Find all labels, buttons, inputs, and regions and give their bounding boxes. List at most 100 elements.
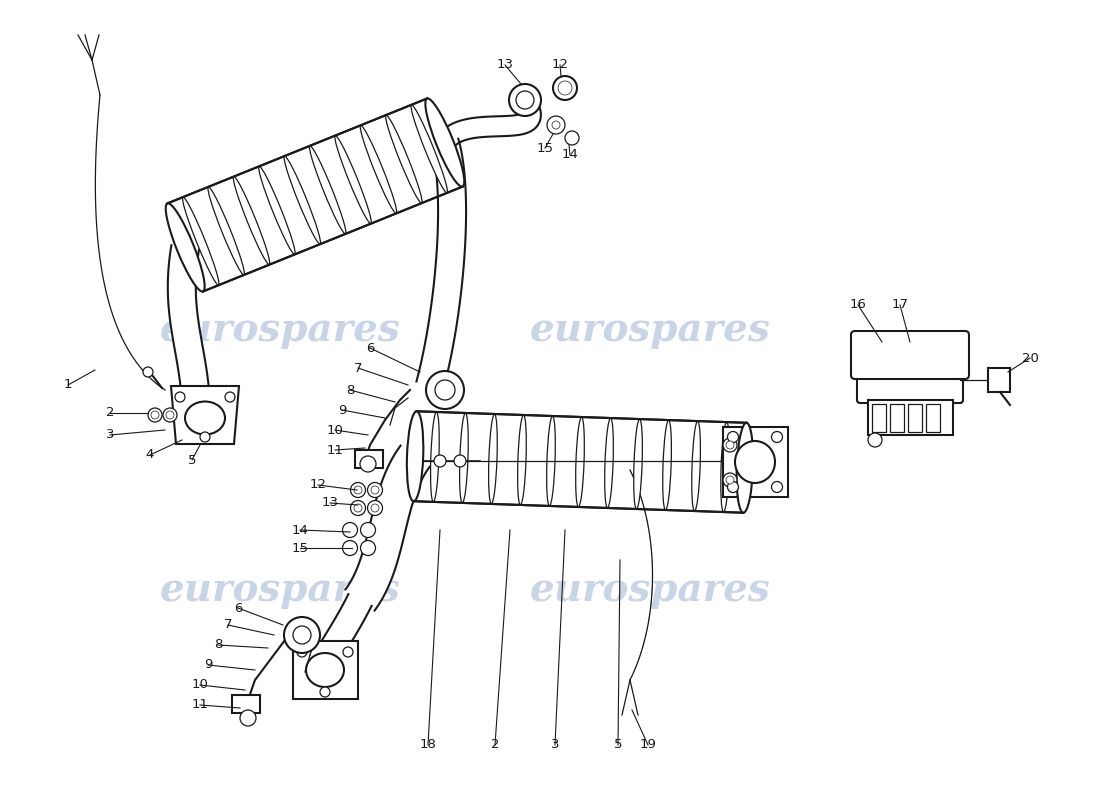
Text: 2: 2 xyxy=(106,406,114,419)
Text: eurospares: eurospares xyxy=(160,571,400,609)
Text: 2: 2 xyxy=(491,738,499,751)
Circle shape xyxy=(558,81,572,95)
Polygon shape xyxy=(414,411,747,513)
Text: 13: 13 xyxy=(496,58,514,71)
Ellipse shape xyxy=(434,380,455,400)
Text: 14: 14 xyxy=(292,523,308,537)
Circle shape xyxy=(351,482,365,498)
Ellipse shape xyxy=(407,411,424,502)
Text: 10: 10 xyxy=(327,423,343,437)
Text: 12: 12 xyxy=(309,478,327,491)
Polygon shape xyxy=(167,98,463,291)
Circle shape xyxy=(509,84,541,116)
Ellipse shape xyxy=(634,419,642,509)
Ellipse shape xyxy=(426,371,464,409)
Polygon shape xyxy=(417,138,466,389)
Text: 9: 9 xyxy=(204,658,212,671)
Circle shape xyxy=(367,501,383,515)
Circle shape xyxy=(371,504,380,512)
FancyBboxPatch shape xyxy=(857,342,962,403)
Ellipse shape xyxy=(518,415,526,505)
Circle shape xyxy=(297,647,307,657)
Bar xyxy=(926,404,940,432)
Ellipse shape xyxy=(575,417,584,507)
Text: 16: 16 xyxy=(849,298,867,311)
Circle shape xyxy=(143,367,153,377)
Circle shape xyxy=(771,482,782,493)
Bar xyxy=(890,404,904,432)
Polygon shape xyxy=(308,594,372,676)
Circle shape xyxy=(148,408,162,422)
Text: 8: 8 xyxy=(213,638,222,651)
Polygon shape xyxy=(437,107,541,149)
Ellipse shape xyxy=(309,146,345,234)
Text: 1: 1 xyxy=(64,378,73,391)
Text: 11: 11 xyxy=(191,698,209,711)
Polygon shape xyxy=(168,246,209,391)
Bar xyxy=(988,368,1010,392)
Ellipse shape xyxy=(293,626,311,644)
Text: 7: 7 xyxy=(354,362,362,374)
Text: 3: 3 xyxy=(106,429,114,442)
Text: eurospares: eurospares xyxy=(529,571,770,609)
Text: 11: 11 xyxy=(327,443,343,457)
Circle shape xyxy=(351,501,365,515)
Circle shape xyxy=(320,687,330,697)
Circle shape xyxy=(727,482,738,493)
Circle shape xyxy=(166,411,174,419)
Text: 14: 14 xyxy=(562,149,579,162)
Text: 20: 20 xyxy=(1022,351,1038,365)
Circle shape xyxy=(240,710,256,726)
Text: 3: 3 xyxy=(551,738,559,751)
Ellipse shape xyxy=(735,441,776,483)
Text: 5: 5 xyxy=(188,454,196,466)
Bar xyxy=(872,404,886,432)
Text: 4: 4 xyxy=(146,449,154,462)
Circle shape xyxy=(361,522,375,538)
Text: 6: 6 xyxy=(366,342,374,354)
Circle shape xyxy=(371,486,380,494)
Ellipse shape xyxy=(662,420,671,510)
Circle shape xyxy=(454,455,466,467)
Bar xyxy=(355,450,383,468)
Ellipse shape xyxy=(692,421,701,511)
Ellipse shape xyxy=(720,422,729,512)
Bar xyxy=(232,695,260,713)
Circle shape xyxy=(163,408,177,422)
Bar xyxy=(723,427,788,497)
Circle shape xyxy=(723,438,737,452)
Circle shape xyxy=(727,431,738,442)
Circle shape xyxy=(723,473,737,487)
Bar xyxy=(908,404,922,432)
Circle shape xyxy=(565,131,579,145)
Ellipse shape xyxy=(737,422,754,513)
Ellipse shape xyxy=(547,416,556,506)
Text: 18: 18 xyxy=(419,738,437,751)
Ellipse shape xyxy=(426,98,464,186)
Polygon shape xyxy=(170,386,239,444)
Circle shape xyxy=(342,541,358,555)
Text: eurospares: eurospares xyxy=(160,311,400,349)
Circle shape xyxy=(547,116,565,134)
Circle shape xyxy=(868,433,882,447)
Text: 19: 19 xyxy=(639,738,657,751)
Circle shape xyxy=(552,121,560,129)
Bar xyxy=(293,641,358,699)
Circle shape xyxy=(771,431,782,442)
Ellipse shape xyxy=(430,412,439,502)
Text: 15: 15 xyxy=(537,142,553,154)
Circle shape xyxy=(151,411,160,419)
FancyBboxPatch shape xyxy=(851,331,969,379)
Ellipse shape xyxy=(183,197,219,286)
Circle shape xyxy=(360,456,376,472)
Circle shape xyxy=(361,541,375,555)
Ellipse shape xyxy=(360,126,397,214)
Ellipse shape xyxy=(411,105,448,193)
Ellipse shape xyxy=(284,156,320,244)
Circle shape xyxy=(367,482,383,498)
Circle shape xyxy=(516,91,534,109)
Ellipse shape xyxy=(460,413,469,503)
Ellipse shape xyxy=(605,418,614,508)
Ellipse shape xyxy=(334,135,372,224)
Text: 9: 9 xyxy=(338,403,346,417)
